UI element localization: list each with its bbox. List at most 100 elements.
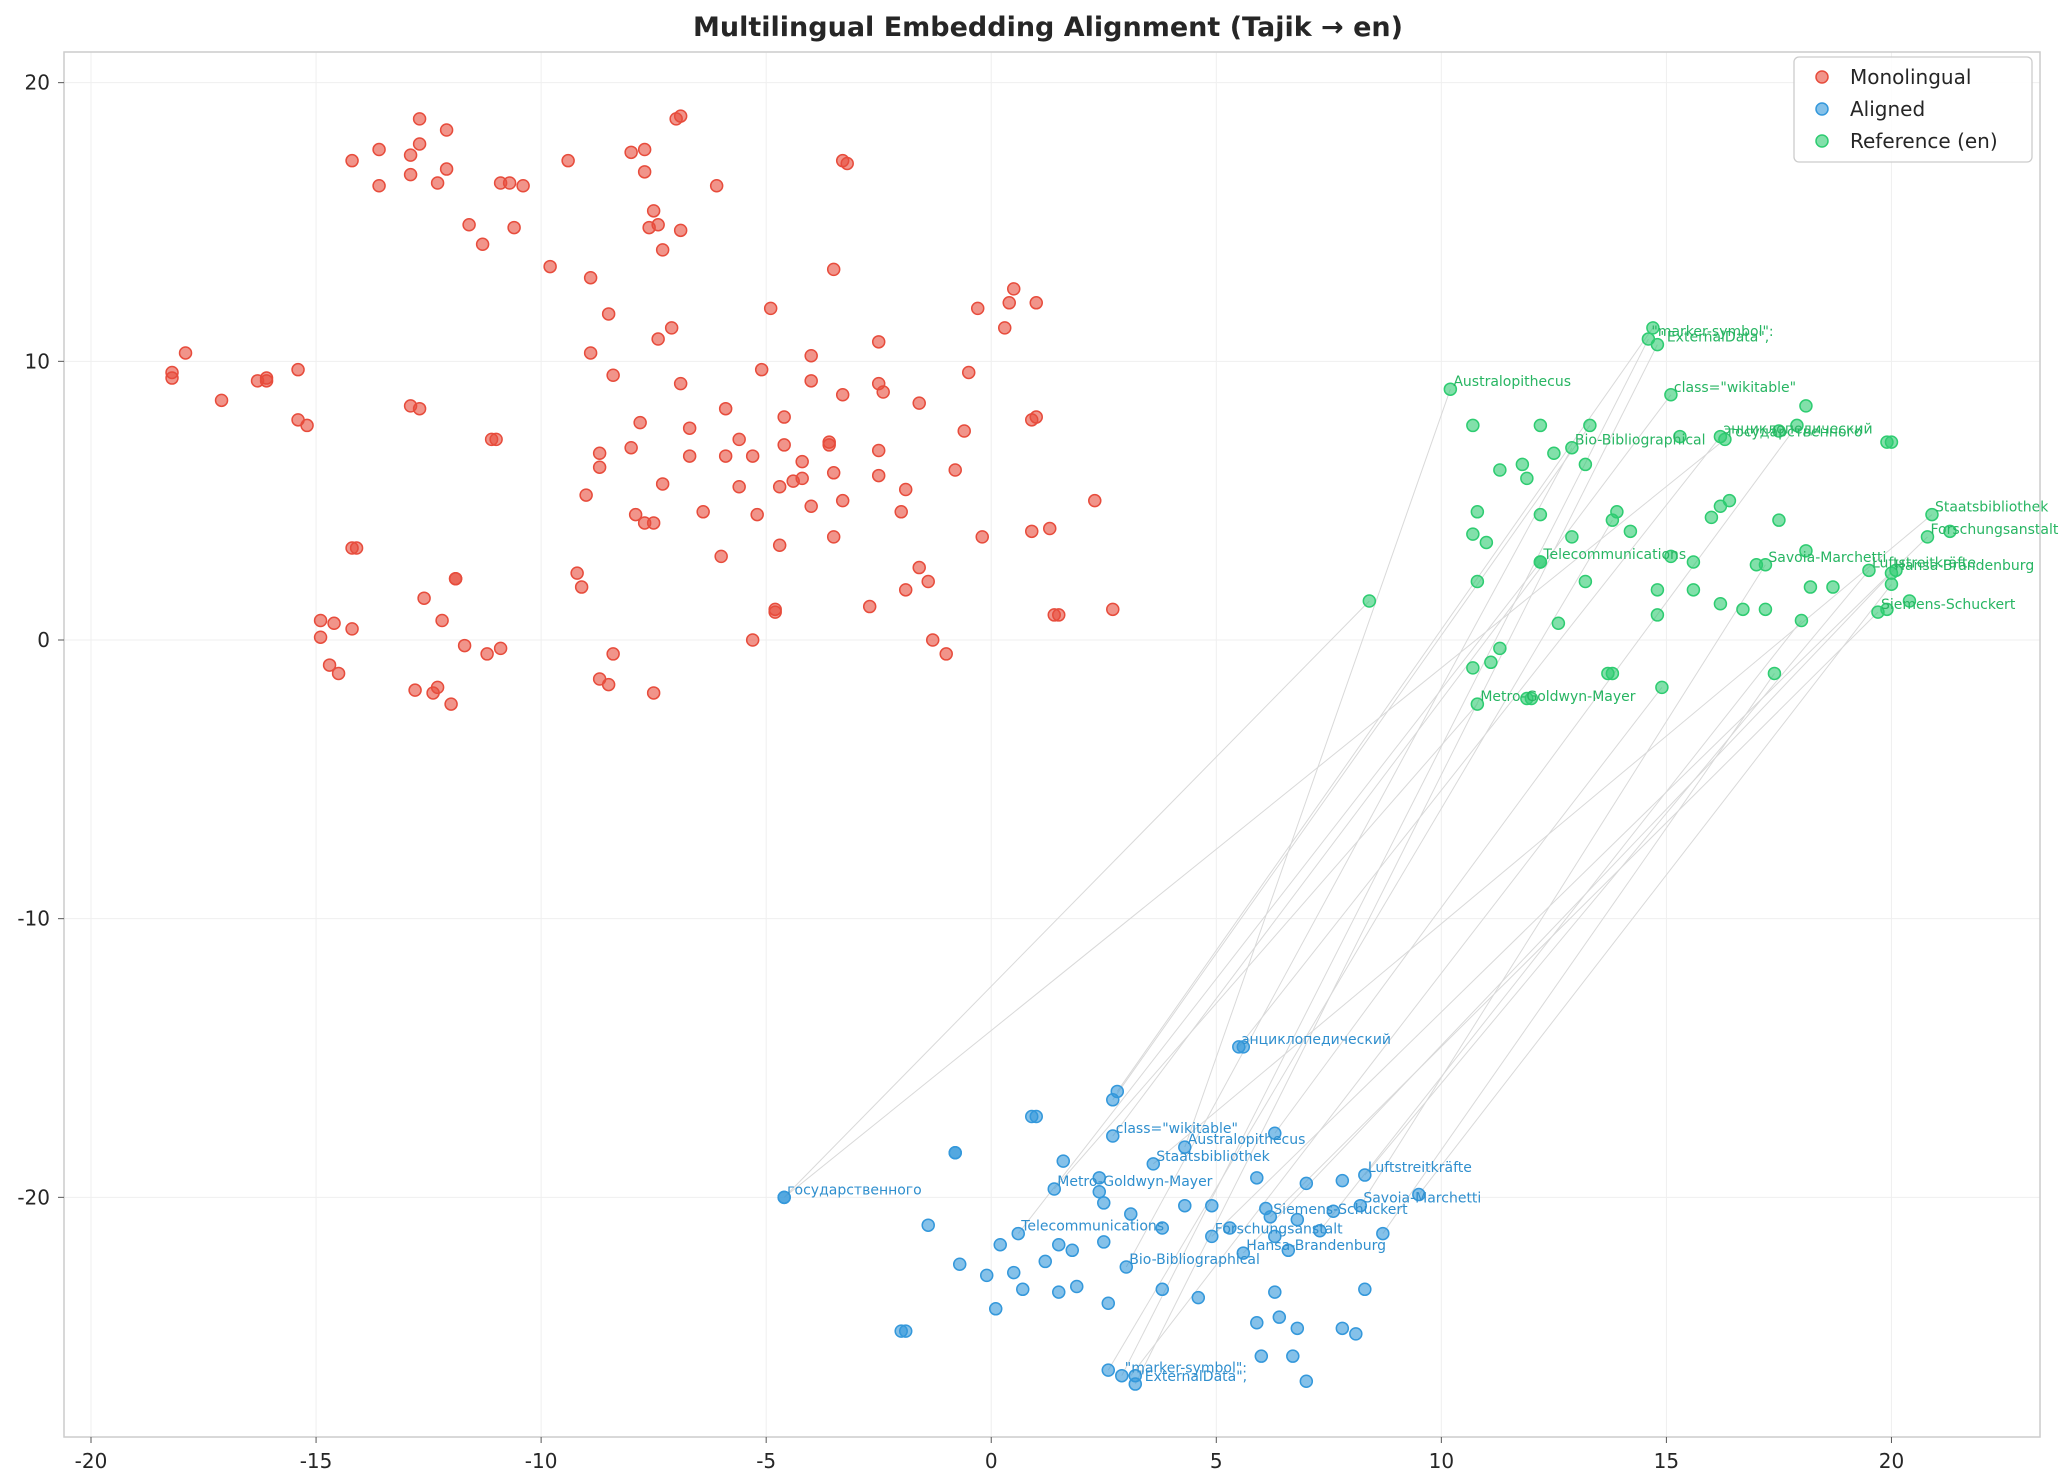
monolingual-point [601, 307, 616, 321]
alignment-connector [1274, 425, 1798, 1134]
reference-en-point [1650, 337, 1665, 352]
monolingual-point [651, 332, 665, 346]
aligned-point [1268, 1126, 1282, 1140]
alignment-connector [1134, 344, 1658, 1385]
monolingual-point [961, 365, 976, 380]
monolingual-point [624, 145, 638, 160]
reference-en-point [1470, 574, 1485, 589]
x-tick-label: 20 [1879, 1449, 1904, 1473]
aligned-point [1358, 1168, 1372, 1182]
alignment-connector [1125, 447, 1573, 1268]
reference-en-point [1565, 440, 1579, 455]
aligned-point [1015, 1282, 1030, 1297]
monolingual-point [921, 574, 935, 589]
reference-en-point [1650, 608, 1665, 622]
aligned-point [1146, 1157, 1161, 1171]
reference-point-label: Telecommunications [1542, 547, 1686, 563]
aligned-point [1191, 1290, 1206, 1305]
monolingual-point [826, 262, 841, 277]
reference-en-point [1884, 577, 1899, 592]
monolingual-point [651, 218, 665, 232]
monolingual-point [493, 641, 508, 656]
alignment-connector [1269, 611, 1879, 1218]
reference-en-point [1686, 555, 1701, 569]
monolingual-point [925, 633, 940, 647]
reference-en-point [1704, 510, 1719, 525]
monolingual-point [1029, 410, 1043, 424]
y-tick-label: -20 [17, 1185, 50, 1209]
aligned-point [1376, 1226, 1390, 1241]
reference-en-point [1479, 535, 1494, 550]
monolingual-point [970, 301, 985, 316]
reference-en-point [1826, 580, 1840, 594]
monolingual-point [1106, 602, 1120, 617]
aligned-point [1205, 1229, 1219, 1244]
reference-en-point [1925, 507, 1939, 522]
reference-en-point [1920, 530, 1935, 544]
aligned-point-label: Forschungsanstalt [1215, 1221, 1343, 1237]
legend-label: Monolingual [1850, 65, 1971, 89]
reference-point-label: Savoia-Marchetti [1768, 550, 1886, 566]
aligned-point [1290, 1321, 1305, 1336]
reference-point-label: Metro-Goldwyn-Mayer [1480, 689, 1635, 705]
aligned-point-label: Bio-Bibliographical [1129, 1252, 1260, 1268]
plot-frame [63, 51, 2041, 1438]
reference-en-point [1655, 680, 1669, 695]
monolingual-point [772, 538, 787, 552]
monolingual-point [871, 468, 886, 483]
monolingual-point [561, 153, 575, 168]
monolingual-point [165, 371, 179, 385]
aligned-point [1236, 1040, 1251, 1054]
monolingual-point [673, 109, 688, 123]
reference-en-point [1520, 471, 1534, 486]
aligned-point [1281, 1243, 1296, 1258]
aligned-point [1290, 1212, 1305, 1227]
reference-en-point [1799, 544, 1813, 558]
monolingual-point [939, 647, 953, 661]
reference-en-point [1515, 457, 1530, 472]
monolingual-point [975, 530, 989, 544]
monolingual-point [345, 153, 359, 168]
monolingual-point [840, 156, 854, 171]
monolingual-point [804, 499, 818, 513]
legend-marker [1815, 102, 1829, 116]
monolingual-point [826, 530, 841, 544]
monolingual-point [592, 460, 607, 474]
monolingual-point [412, 112, 427, 126]
aligned-point-label: Staatsbibliothek [1156, 1149, 1270, 1165]
monolingual-point [489, 432, 503, 447]
aligned-point-label: Telecommunications [1020, 1219, 1164, 1235]
legend-label: Reference (en) [1850, 129, 1998, 153]
aligned-point [1268, 1285, 1282, 1299]
monolingual-point [862, 599, 877, 614]
aligned-point [1178, 1198, 1192, 1213]
aligned-point [898, 1324, 913, 1338]
reference-en-point [1466, 661, 1480, 675]
reference-en-point [1664, 549, 1678, 564]
monolingual-point [682, 449, 697, 463]
aligned-point [1092, 1171, 1107, 1185]
monolingual-point [714, 549, 728, 564]
monolingual-point [430, 680, 445, 695]
reference-en-point [1443, 382, 1458, 396]
aligned-point [1250, 1171, 1264, 1185]
reference-en-point [1583, 418, 1597, 433]
monolingual-point [300, 418, 314, 433]
alignment-connectors [783, 327, 1933, 1385]
aligned-point [1006, 1265, 1021, 1280]
alignment-connector [1107, 519, 1613, 1371]
reference-en-point [1884, 435, 1899, 449]
monolingual-point [1042, 521, 1057, 536]
monolingual-point [412, 137, 427, 151]
reference-en-point [1713, 597, 1728, 611]
reference-en-point [1493, 641, 1507, 656]
reference-en-point [1794, 613, 1809, 628]
aligned-point-label: государственного [787, 1182, 922, 1198]
aligned-point [1335, 1321, 1350, 1336]
monolingual-point [835, 493, 850, 508]
reference-en-point [1772, 424, 1786, 438]
aligned-point [979, 1268, 994, 1283]
monolingual-point [871, 335, 886, 349]
monolingual-point [709, 179, 724, 193]
alignment-connector [1116, 327, 1654, 1092]
